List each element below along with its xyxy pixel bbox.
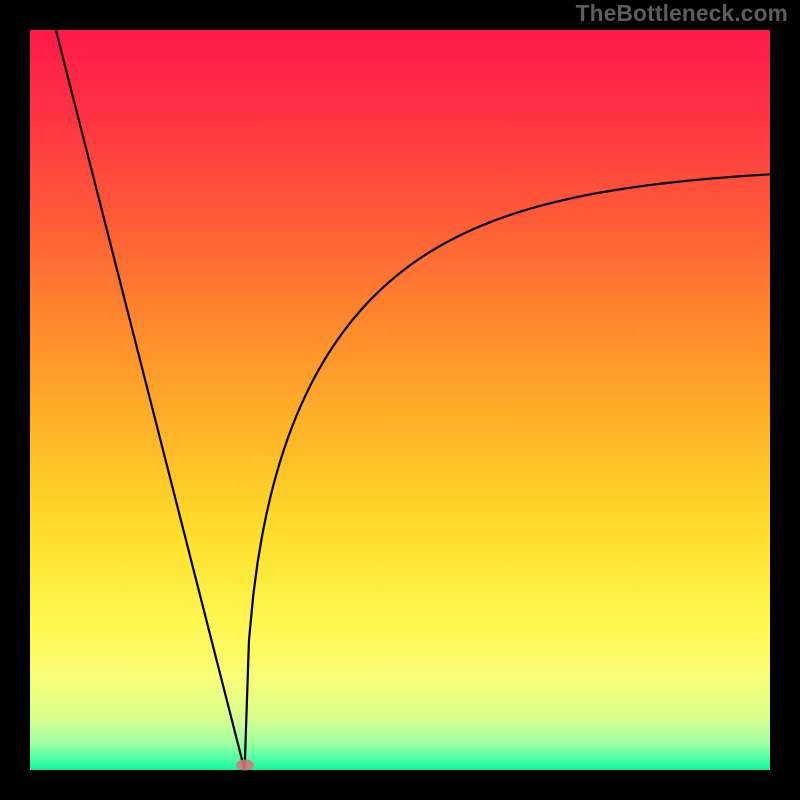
minimum-marker	[236, 759, 254, 770]
bottleneck-curve	[56, 30, 770, 770]
stage: TheBottleneck.com	[0, 0, 800, 800]
curve-layer	[30, 30, 770, 770]
plot-area	[30, 30, 770, 770]
watermark-text: TheBottleneck.com	[576, 0, 788, 27]
